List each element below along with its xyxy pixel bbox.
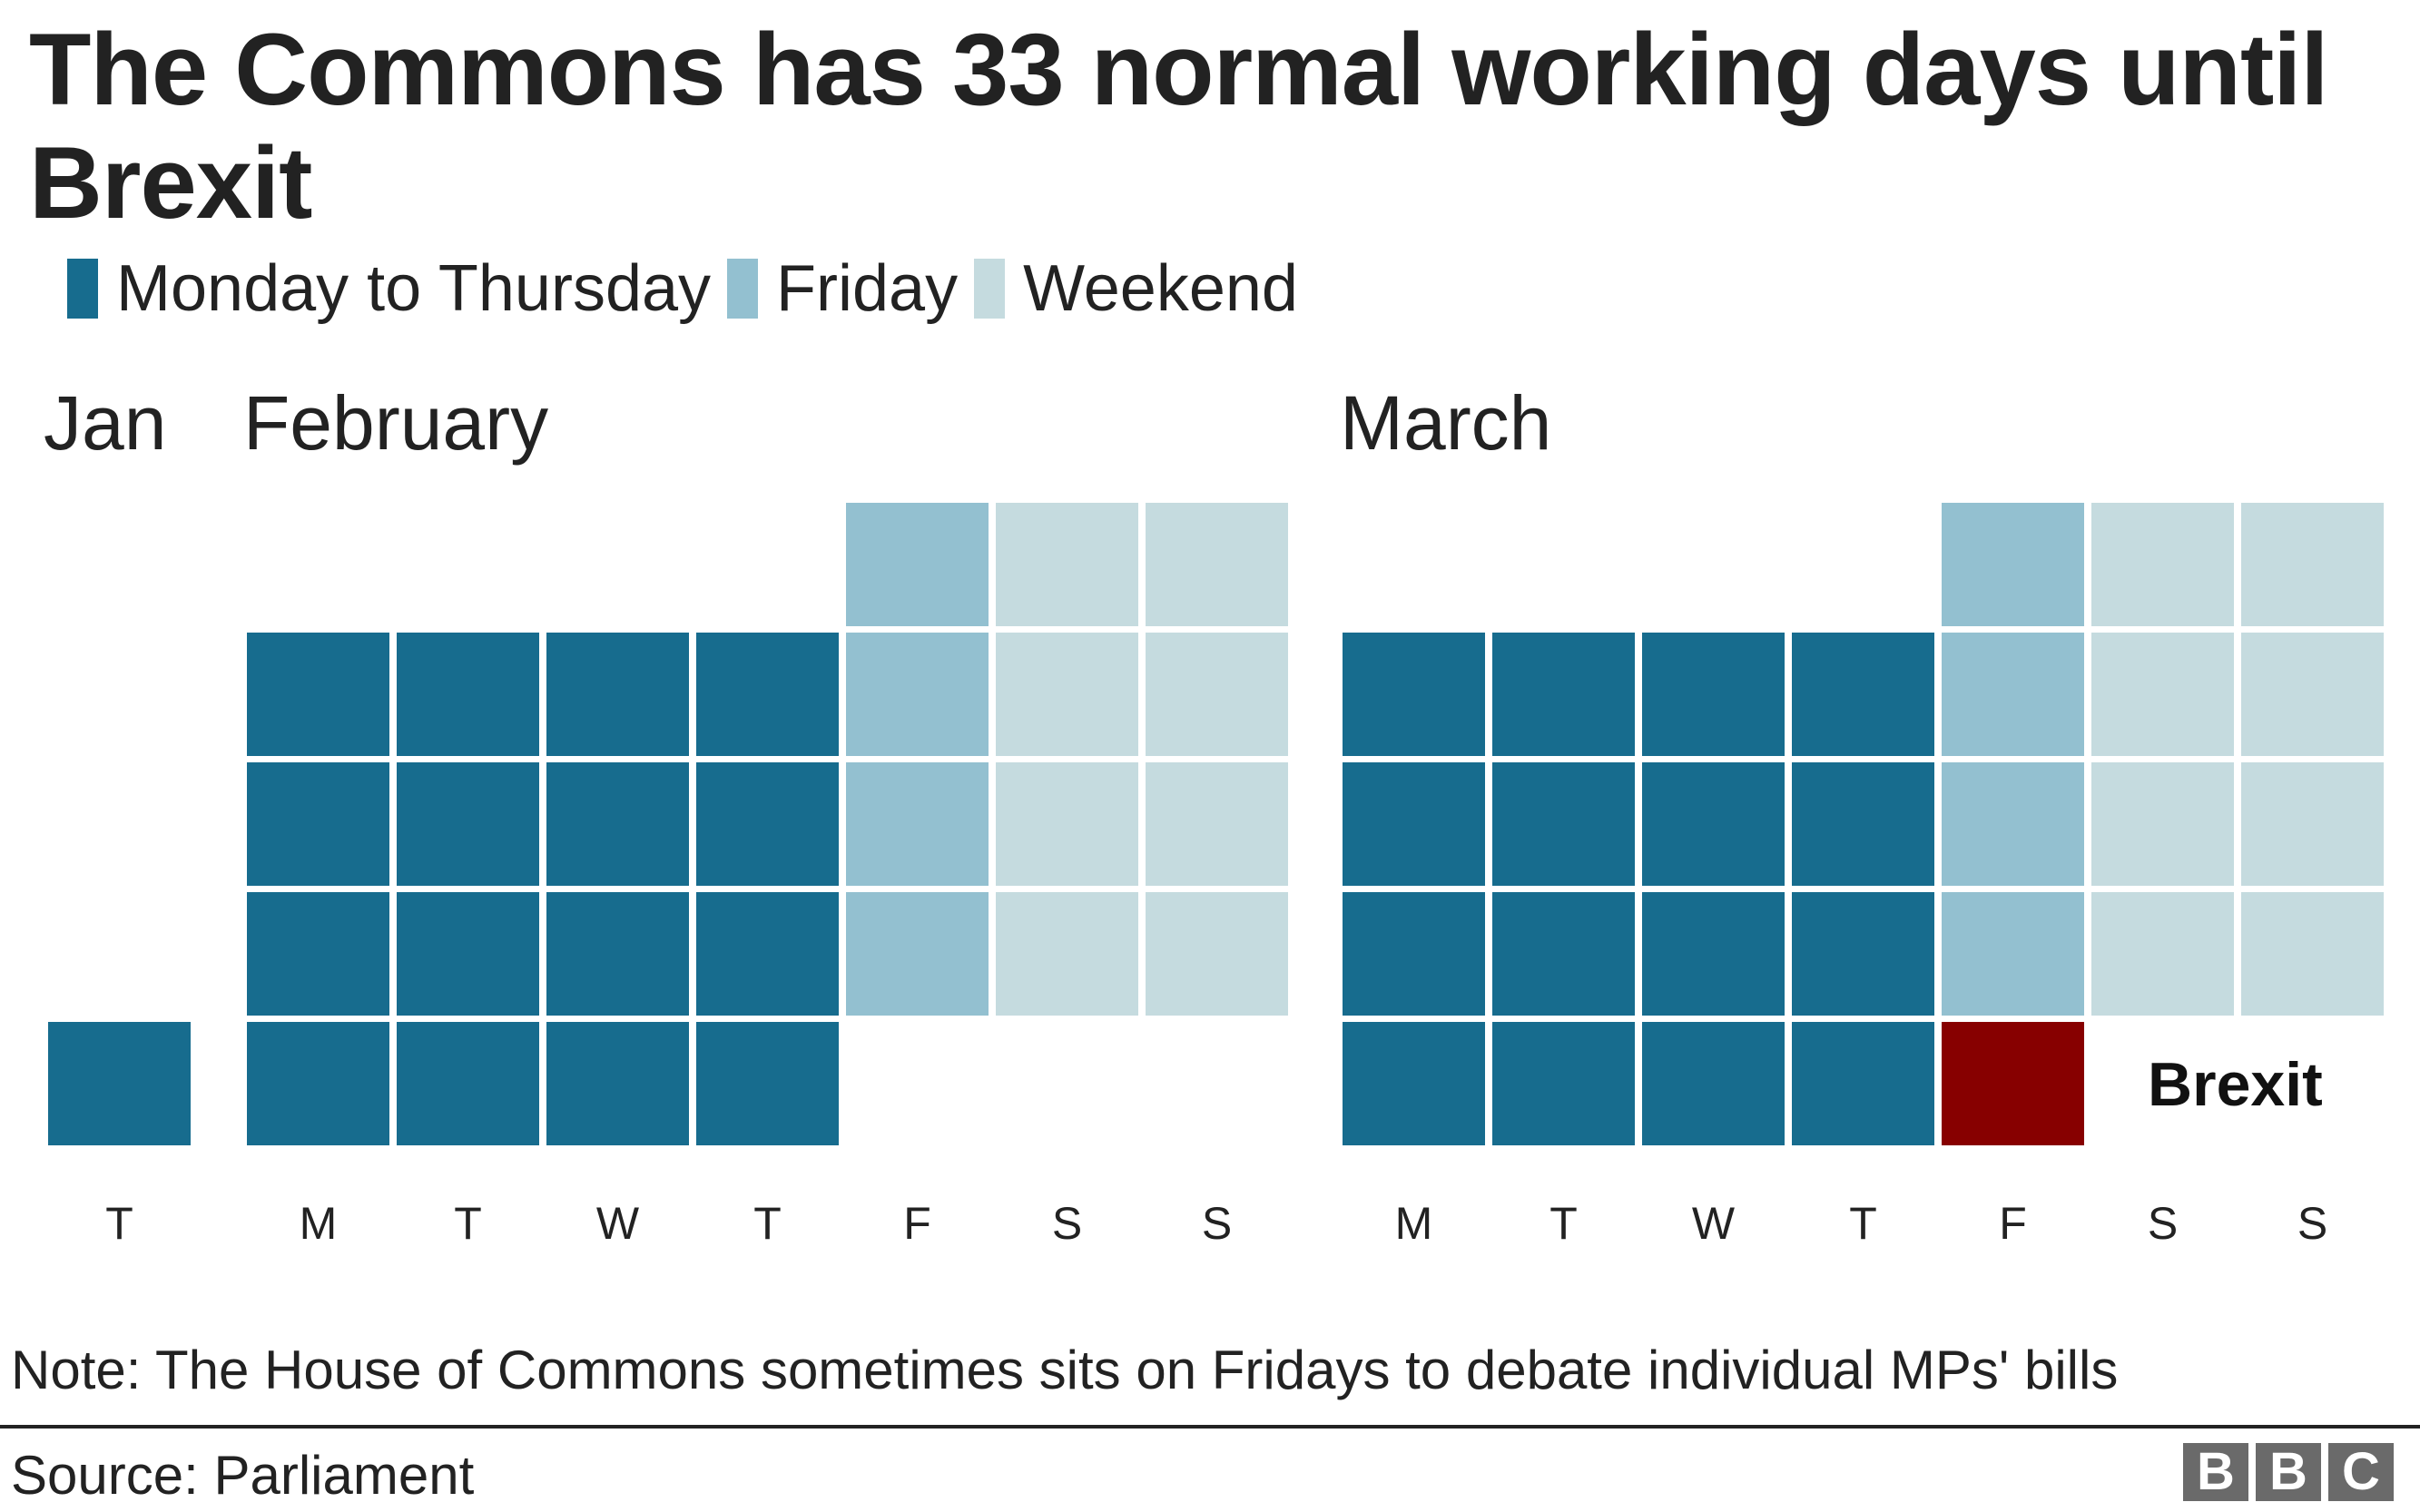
legend-label: Monday to Thursday — [116, 252, 712, 325]
calendar-cell-weekend — [2091, 762, 2234, 886]
friday-swatch — [727, 259, 759, 319]
day-label: S — [1051, 1198, 1083, 1249]
calendar-cell-weekday — [397, 1022, 539, 1145]
calendar-cell-weekend — [2241, 633, 2384, 756]
logo-letter: B — [2256, 1443, 2321, 1501]
day-label: T — [1849, 1198, 1877, 1249]
month-label-february: February — [243, 380, 549, 466]
calendar-cell-weekday — [1343, 1022, 1485, 1145]
note-text: Note: The House of Commons sometimes sit… — [11, 1340, 2119, 1400]
calendar-cell-friday — [1942, 633, 2084, 756]
day-label: S — [2147, 1198, 2179, 1249]
calendar-cell-weekday — [1792, 1022, 1934, 1145]
day-label: T — [1549, 1198, 1578, 1249]
calendar-cell-weekend — [996, 762, 1138, 886]
calendar-cell-weekday — [1792, 892, 1934, 1016]
legend-item-friday: Friday — [727, 252, 958, 325]
calendar-cell-brexit — [1942, 1022, 2084, 1145]
day-label: T — [753, 1198, 782, 1249]
chart-title: The Commons has 33 normal working days u… — [29, 13, 2329, 240]
logo-letter: B — [2183, 1443, 2248, 1501]
calendar-cell-friday — [846, 503, 989, 626]
calendar-cell-weekday — [546, 1022, 689, 1145]
calendar-cell-weekday — [1343, 892, 1485, 1016]
calendar-cell-friday — [1942, 762, 2084, 886]
calendar-cell-weekday — [1492, 762, 1635, 886]
calendar-cell-weekday — [48, 1022, 191, 1145]
calendar-cell-weekday — [696, 892, 839, 1016]
day-label: M — [1394, 1198, 1433, 1249]
divider — [0, 1425, 2420, 1429]
legend: Monday to Thursday Friday Weekend — [67, 252, 1314, 325]
calendar-cell-weekday — [247, 892, 389, 1016]
legend-label: Weekend — [1023, 252, 1298, 325]
calendar-cell-weekend — [996, 503, 1138, 626]
day-label: S — [2297, 1198, 2328, 1249]
calendar-cell-weekday — [1492, 1022, 1635, 1145]
day-label: S — [1201, 1198, 1233, 1249]
month-label-march: March — [1340, 380, 1552, 466]
day-label: F — [1999, 1198, 2027, 1249]
calendar-cell-friday — [1942, 503, 2084, 626]
calendar-cell-weekend — [1146, 503, 1288, 626]
calendar-cell-weekend — [996, 633, 1138, 756]
calendar-cell-weekend — [2091, 633, 2234, 756]
calendar-cell-weekday — [1642, 762, 1785, 886]
calendar-cell-weekday — [1492, 892, 1635, 1016]
calendar-cell-weekday — [1642, 633, 1785, 756]
calendar-cell-weekday — [1343, 762, 1485, 886]
calendar-cell-weekday — [1642, 1022, 1785, 1145]
calendar-cell-weekend — [1146, 633, 1288, 756]
calendar-cell-friday — [846, 762, 989, 886]
calendar-cell-weekend — [2091, 503, 2234, 626]
day-label: T — [105, 1198, 133, 1249]
day-label: W — [595, 1198, 640, 1249]
day-label: M — [299, 1198, 338, 1249]
weekday-swatch — [67, 259, 98, 319]
calendar-cell-weekday — [1343, 633, 1485, 756]
calendar-cell-weekend — [2241, 503, 2384, 626]
calendar-cell-weekday — [696, 633, 839, 756]
calendar-cell-weekday — [546, 762, 689, 886]
calendar-cell-weekday — [1642, 892, 1785, 1016]
legend-item-weekend: Weekend — [974, 252, 1298, 325]
calendar-cell-weekend — [2241, 762, 2384, 886]
source-text: Source: Parliament — [11, 1445, 475, 1506]
calendar-cell-weekday — [1492, 633, 1635, 756]
calendar-cell-friday — [1942, 892, 2084, 1016]
day-label: F — [903, 1198, 931, 1249]
legend-item-weekday: Monday to Thursday — [67, 252, 711, 325]
calendar-cell-weekday — [397, 762, 539, 886]
calendar-cell-weekend — [1146, 762, 1288, 886]
calendar-cell-weekday — [397, 892, 539, 1016]
calendar-cell-weekday — [1792, 762, 1934, 886]
brexit-annotation: Brexit — [2148, 1050, 2323, 1119]
bbc-logo: B B C — [2183, 1443, 2394, 1501]
calendar-cell-weekday — [247, 633, 389, 756]
calendar-cell-weekend — [1146, 892, 1288, 1016]
month-label-jan: Jan — [44, 380, 167, 466]
calendar-cell-weekend — [996, 892, 1138, 1016]
calendar-cell-weekday — [696, 1022, 839, 1145]
calendar-cell-weekday — [247, 1022, 389, 1145]
calendar-cell-weekday — [546, 633, 689, 756]
calendar-cell-weekday — [247, 762, 389, 886]
day-label: W — [1691, 1198, 1736, 1249]
logo-letter: C — [2328, 1443, 2394, 1501]
legend-label: Friday — [776, 252, 959, 325]
calendar-cell-weekday — [397, 633, 539, 756]
calendar-cell-weekday — [696, 762, 839, 886]
weekend-swatch — [974, 259, 1006, 319]
calendar-cell-weekday — [546, 892, 689, 1016]
calendar-cell-weekday — [1792, 633, 1934, 756]
calendar-cell-friday — [846, 892, 989, 1016]
calendar-cell-friday — [846, 633, 989, 756]
calendar-cell-weekend — [2241, 892, 2384, 1016]
calendar-cell-weekend — [2091, 892, 2234, 1016]
day-label: T — [454, 1198, 482, 1249]
